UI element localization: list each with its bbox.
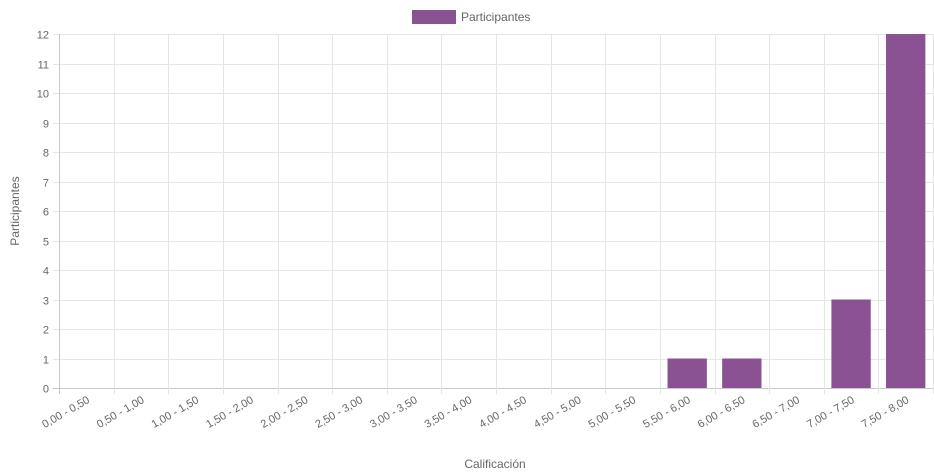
y-tick-label: 2 <box>43 325 49 337</box>
x-tick-label: 1,50 - 2,00 <box>204 394 256 431</box>
y-tick-label: 9 <box>43 119 49 131</box>
y-tick-label: 12 <box>37 30 49 42</box>
bar[interactable] <box>667 358 707 389</box>
x-tick-label: 5,00 - 5,50 <box>587 394 639 431</box>
legend[interactable]: Participantes <box>412 10 530 24</box>
x-axis-ticks: 0,00 - 0,50 0,50 - 1,00 1,00 - 1,50 1,50 - … <box>40 394 911 431</box>
x-tick-label: 3,00 - 3,50 <box>368 394 420 431</box>
bar[interactable] <box>886 34 926 388</box>
y-tick-label: 0 <box>43 384 49 396</box>
bar[interactable] <box>722 358 762 389</box>
grid-lines <box>53 34 934 394</box>
x-tick-label: 0,50 - 1,00 <box>95 394 147 431</box>
y-axis-title: Participantes <box>8 176 22 245</box>
y-tick-label: 7 <box>43 178 49 190</box>
x-tick-label: 7,00 - 7,50 <box>805 394 857 431</box>
x-tick-label: 4,50 - 5,00 <box>532 394 584 431</box>
y-tick-label: 3 <box>43 296 49 308</box>
x-tick-label: 5,50 - 6,00 <box>641 394 693 431</box>
x-tick-label: 2,50 - 3,00 <box>313 394 365 431</box>
bar[interactable] <box>831 299 871 389</box>
y-tick-label: 5 <box>43 237 49 249</box>
x-axis-title: Calificación <box>464 457 525 471</box>
legend-swatch[interactable] <box>412 10 456 24</box>
x-tick-label: 3,50 - 4,00 <box>423 394 475 431</box>
x-tick-label: 2,00 - 2,50 <box>259 394 311 431</box>
x-tick-label: 6,00 - 6,50 <box>696 394 748 431</box>
x-tick-label: 0,00 - 0,50 <box>40 394 92 431</box>
legend-label[interactable]: Participantes <box>461 10 530 24</box>
y-tick-label: 4 <box>43 266 49 278</box>
x-tick-label: 1,00 - 1,50 <box>150 394 202 431</box>
x-tick-label: 4,00 - 4,50 <box>477 394 529 431</box>
bars <box>667 34 926 389</box>
x-tick-label: 6,50 - 7,00 <box>750 394 802 431</box>
y-tick-label: 8 <box>43 148 49 160</box>
y-tick-label: 11 <box>38 60 49 72</box>
y-tick-label: 6 <box>43 207 49 219</box>
y-tick-label: 1 <box>43 355 49 367</box>
x-tick-label: 7,50 - 8,00 <box>860 394 912 431</box>
y-tick-label: 10 <box>37 89 49 101</box>
